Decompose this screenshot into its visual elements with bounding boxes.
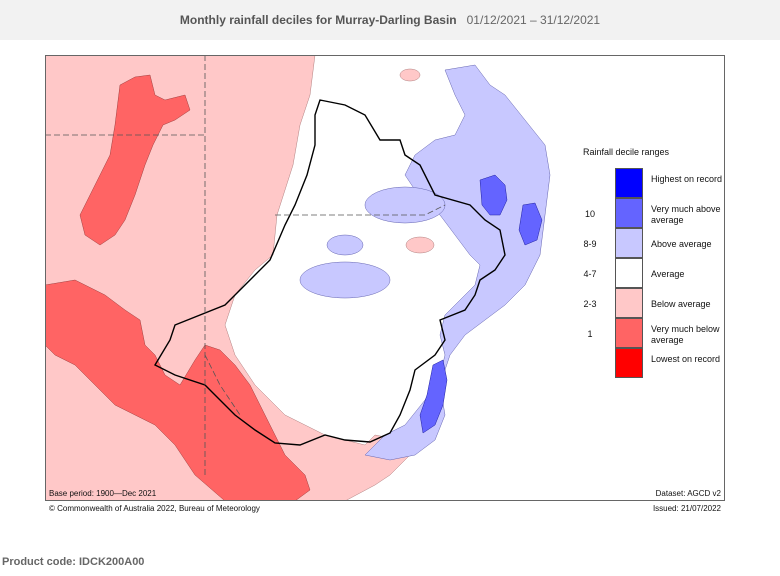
legend-label-above: Above average [651,239,712,249]
above-average-patch-west [326,234,364,256]
dataset-label: Dataset: AGCD v2 [655,489,721,498]
legend-swatch-very-much-below [615,318,643,348]
very-much-above-region-southeast [419,359,448,434]
very-much-below-region-southwest [46,279,311,500]
legend-label-highest: Highest on record [651,174,723,184]
legend-code-10: 10 [584,209,595,219]
legend-label-lowest: Lowest on record [651,354,721,364]
legend-swatch-highest [615,168,643,198]
header-bar [0,0,780,40]
legend-title: Rainfall decile ranges [583,147,670,157]
map-title: Monthly rainfall deciles for Murray-Darl… [179,13,457,27]
legend-swatch-lowest [615,348,643,378]
above-average-patch-central [299,261,391,299]
state-border-nsw-qld [275,204,446,216]
product-code: Product code: IDCK200A00 [2,556,145,568]
very-much-below-region-northwest [79,74,191,246]
basin-boundary [154,99,506,446]
legend-label-very-much-above: Very much above average [651,204,721,225]
legend-code-1: 1 [587,329,593,339]
map-panel: Rainfall decile ranges Highest on record… [45,55,725,515]
legend-label-very-much-below: Very much below average [651,324,720,345]
date-range: 01/12/2021 – 31/12/2021 [466,13,601,27]
below-average-patch-north [399,68,421,82]
legend-swatch-below [615,288,643,318]
legend-label-below: Below average [651,299,711,309]
legend-code-8-9: 8-9 [583,239,597,249]
rainfall-map [45,55,725,501]
copyright: © Commonwealth of Australia 2022, Bureau… [49,504,260,513]
base-period: Base period: 1900—Dec 2021 [49,489,157,498]
legend-code-2-3: 2-3 [583,299,597,309]
issued-date: Issued: 21/07/2022 [652,504,721,513]
very-much-above-region-northeast [479,174,508,216]
below-average-patch-east [405,236,435,254]
map-border [45,55,725,501]
legend-label-average: Average [651,269,685,279]
legend-code-4-7: 4-7 [583,269,597,279]
page-title: Monthly rainfall deciles for Murray-Darl… [0,13,780,27]
state-border-vic [204,354,241,416]
legend-swatch-very-much-above [615,198,643,228]
very-much-above-region-east-coast [518,202,543,246]
legend-swatch-above [615,228,643,258]
legend-swatch-average [615,258,643,288]
